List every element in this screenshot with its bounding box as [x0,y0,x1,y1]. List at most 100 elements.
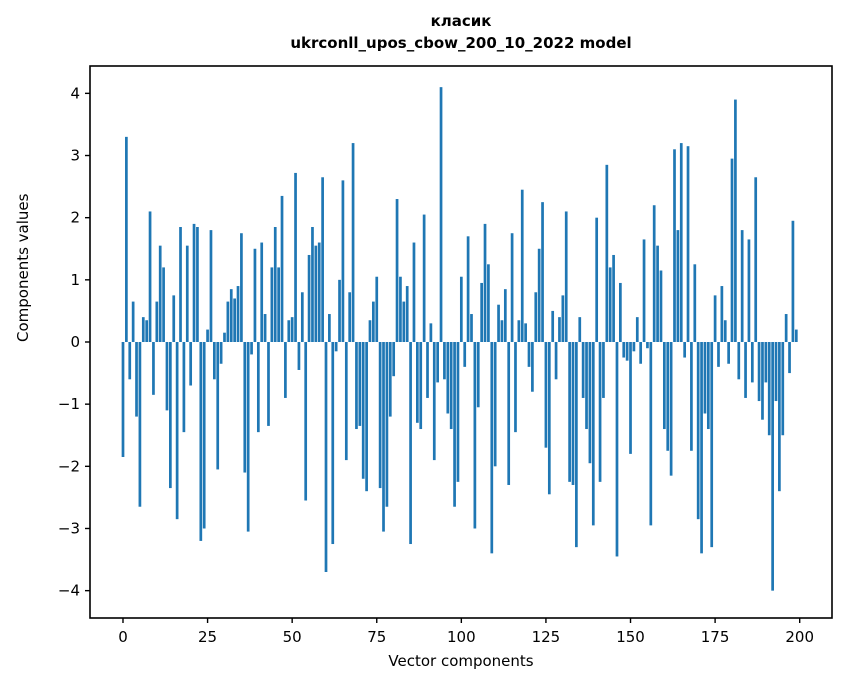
bar [646,342,649,349]
bar [717,342,720,367]
bar [615,342,619,557]
bar [659,270,663,342]
bar [558,317,561,342]
bar [253,248,257,342]
bar [757,342,761,402]
bar [564,211,568,342]
bar [568,342,571,482]
bar [317,242,321,342]
bar [456,342,460,482]
y-tick-label: 0 [70,333,80,351]
bar [402,301,406,342]
bar [422,214,426,342]
bar [507,342,511,485]
bar [429,323,433,342]
bar [517,320,521,342]
bar [121,342,125,457]
y-tick-label: 3 [70,147,80,165]
bar [625,342,629,361]
bar [294,172,297,342]
bar [591,342,595,526]
bar [449,342,453,430]
bar [311,227,314,342]
bar [338,279,341,342]
bar [196,227,199,342]
bar [378,342,382,489]
bar [388,342,392,417]
x-tick-label: 125 [532,628,561,646]
bar [341,180,345,342]
bar [344,342,348,461]
bar [788,342,791,374]
bar [175,342,179,520]
bar [571,342,575,485]
bar [192,223,196,342]
chart-title-line1: класик [430,12,492,30]
bar [703,342,707,414]
bar [202,342,206,529]
bar [152,342,155,395]
y-tick-label: −4 [58,582,80,600]
bar [561,295,565,342]
bar [527,342,531,367]
bar [300,292,304,342]
bar [669,342,673,476]
bar [385,342,389,507]
bar [358,342,362,426]
bar [267,342,270,426]
bar [141,317,145,342]
bar [226,301,230,342]
bar [307,254,311,342]
bar [165,342,169,411]
bar [541,202,544,342]
bar [405,286,409,342]
bar [622,342,626,358]
bar [216,342,220,470]
bar [395,199,399,342]
bar [212,342,216,380]
bar [246,342,250,532]
bar [487,264,490,342]
bar [497,304,500,342]
bar [148,211,152,342]
x-tick-label: 175 [701,628,730,646]
chart-title: класик ukrconll_upos_cbow_200_10_2022 mo… [90,10,832,54]
y-tick-label: −3 [58,519,80,537]
bar [493,342,497,467]
y-tick-label: 4 [70,84,80,102]
bar [754,177,758,342]
bar [551,310,555,342]
bar [490,342,494,554]
bar [182,342,186,433]
bar [243,342,247,473]
bar [510,233,514,342]
bar [443,342,446,380]
bar [480,282,483,342]
bar [761,342,764,420]
bar [713,295,717,342]
y-tick-label: 1 [70,271,80,289]
bar [476,342,480,408]
bar [260,242,264,342]
bar [723,320,727,342]
bar [706,342,710,430]
bar [436,342,440,383]
bar [277,267,280,342]
bar [270,267,274,342]
bar [554,342,558,380]
bar [426,342,429,398]
bar [169,342,172,489]
bar [740,230,744,342]
bar [683,342,687,358]
bar [233,298,236,342]
bar [432,342,436,461]
bar [409,342,412,545]
bar [734,99,737,342]
bar [666,342,670,451]
bar [334,342,338,352]
bar [500,320,504,342]
bar [662,342,666,430]
bar [727,342,730,364]
bar [250,342,253,355]
bar [720,286,724,342]
